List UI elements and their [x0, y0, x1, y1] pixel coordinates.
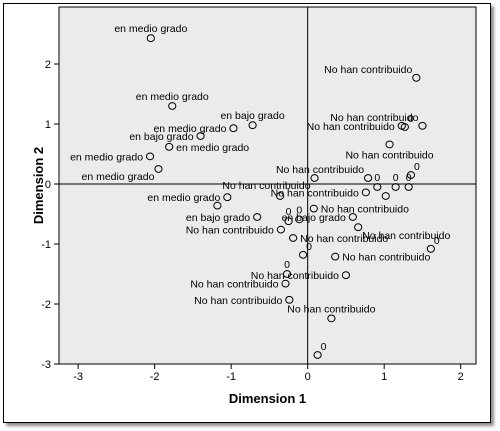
data-point [145, 152, 155, 161]
y-axis-ticks: -3 -2 -1 0 1 2 [41, 59, 59, 371]
point-label: 0 [393, 172, 399, 184]
y-tick-label: 2 [45, 59, 51, 71]
y-tick-label: -1 [41, 239, 51, 251]
data-point [348, 213, 357, 221]
point-label: No han contribuido [330, 112, 418, 124]
data-point [331, 252, 340, 261]
data-point [196, 132, 205, 140]
point-label: No han contribuido [186, 225, 274, 237]
data-point [313, 351, 322, 359]
data-point [406, 171, 416, 179]
x-tick-label: 2 [458, 371, 464, 383]
data-point [223, 193, 232, 202]
data-point [309, 204, 318, 213]
point-label: 0 [296, 204, 302, 216]
point-label: en bajo grado [220, 110, 284, 122]
y-axis-title: Dimension 2 [31, 147, 46, 224]
data-point [310, 174, 319, 182]
data-point [146, 34, 155, 43]
point-label: No han contribuido [251, 270, 339, 282]
point-label: 0 [414, 161, 420, 173]
data-point [276, 225, 285, 234]
data-point [295, 215, 304, 224]
point-label: 0 [321, 341, 327, 353]
point-label: No han contribuido [190, 279, 278, 291]
y-tick-label: -3 [41, 359, 51, 371]
point-label: No han contribuido [345, 149, 433, 161]
point-label: No han contribuido [222, 180, 310, 192]
data-point [165, 142, 174, 151]
data-point [385, 140, 394, 149]
plot-area [58, 6, 477, 365]
data-point [426, 244, 435, 253]
point-label: No han contribuido [194, 295, 282, 307]
data-point [298, 250, 308, 259]
data-point [253, 213, 262, 221]
point-label: 0 [306, 241, 312, 253]
point-label: en bajo grado [129, 131, 193, 143]
point-label: 0 [286, 206, 292, 218]
data-point [276, 192, 285, 200]
data-point [284, 217, 293, 226]
point-label: No han contribuido [342, 252, 430, 264]
data-point [248, 121, 257, 130]
data-point [327, 314, 336, 323]
x-tick-label: 1 [381, 371, 387, 383]
point-label: 0 [406, 172, 412, 184]
y-tick-label: -2 [41, 299, 51, 311]
y-tick-label: 0 [45, 179, 51, 191]
data-point [289, 234, 298, 242]
point-label: en medio grado [81, 171, 154, 183]
data-point [229, 124, 238, 133]
data-point [281, 279, 290, 288]
data-point [391, 183, 400, 191]
point-label: en bajo grado [186, 212, 250, 224]
data-point [154, 165, 163, 173]
point-label: No han contribuido [287, 303, 375, 315]
data-point [282, 270, 292, 278]
point-label: No han contribuido [271, 187, 359, 199]
data-point [285, 295, 294, 304]
data-point [168, 102, 177, 110]
data-point [354, 223, 363, 232]
data-point [381, 192, 390, 200]
data-point [373, 183, 382, 191]
data-point [418, 121, 427, 130]
point-label: en medio grado [176, 142, 249, 154]
point-label: en bajo grado [282, 212, 346, 224]
data-point [364, 174, 373, 182]
x-axis-title: Dimension 1 [229, 391, 306, 406]
point-label: No han contribuido [362, 230, 450, 242]
point-label: en medio grado [147, 192, 220, 204]
point-label: No han contribuido [321, 204, 409, 216]
point-label: en medio grado [153, 123, 226, 135]
data-point [213, 201, 222, 210]
data-point [361, 188, 370, 197]
x-tick-label: -3 [73, 371, 83, 383]
x-tick-label: -1 [226, 371, 236, 383]
point-label: 0 [434, 235, 440, 247]
point-label: No han contribuido [300, 233, 388, 245]
point-label: en medio grado [114, 23, 187, 35]
data-point [341, 271, 351, 280]
x-tick-label: -2 [150, 371, 160, 383]
point-label: 0 [374, 172, 380, 184]
x-axis-ticks: -3 -2 -1 0 1 2 [73, 364, 464, 383]
point-label: No han contribuido [307, 121, 395, 133]
point-label: No han contribuido [324, 64, 412, 76]
point-label: 0 [408, 113, 414, 125]
data-point [404, 183, 413, 191]
point-label: No han contribuido [276, 164, 364, 176]
data-point [412, 73, 421, 82]
x-tick-label: 0 [305, 371, 311, 383]
data-point [400, 123, 409, 131]
point-label: 0 [284, 259, 290, 271]
y-tick-label: 1 [45, 119, 51, 131]
point-label: en medio grado [136, 91, 209, 103]
point-label: en medio grado [70, 151, 143, 163]
